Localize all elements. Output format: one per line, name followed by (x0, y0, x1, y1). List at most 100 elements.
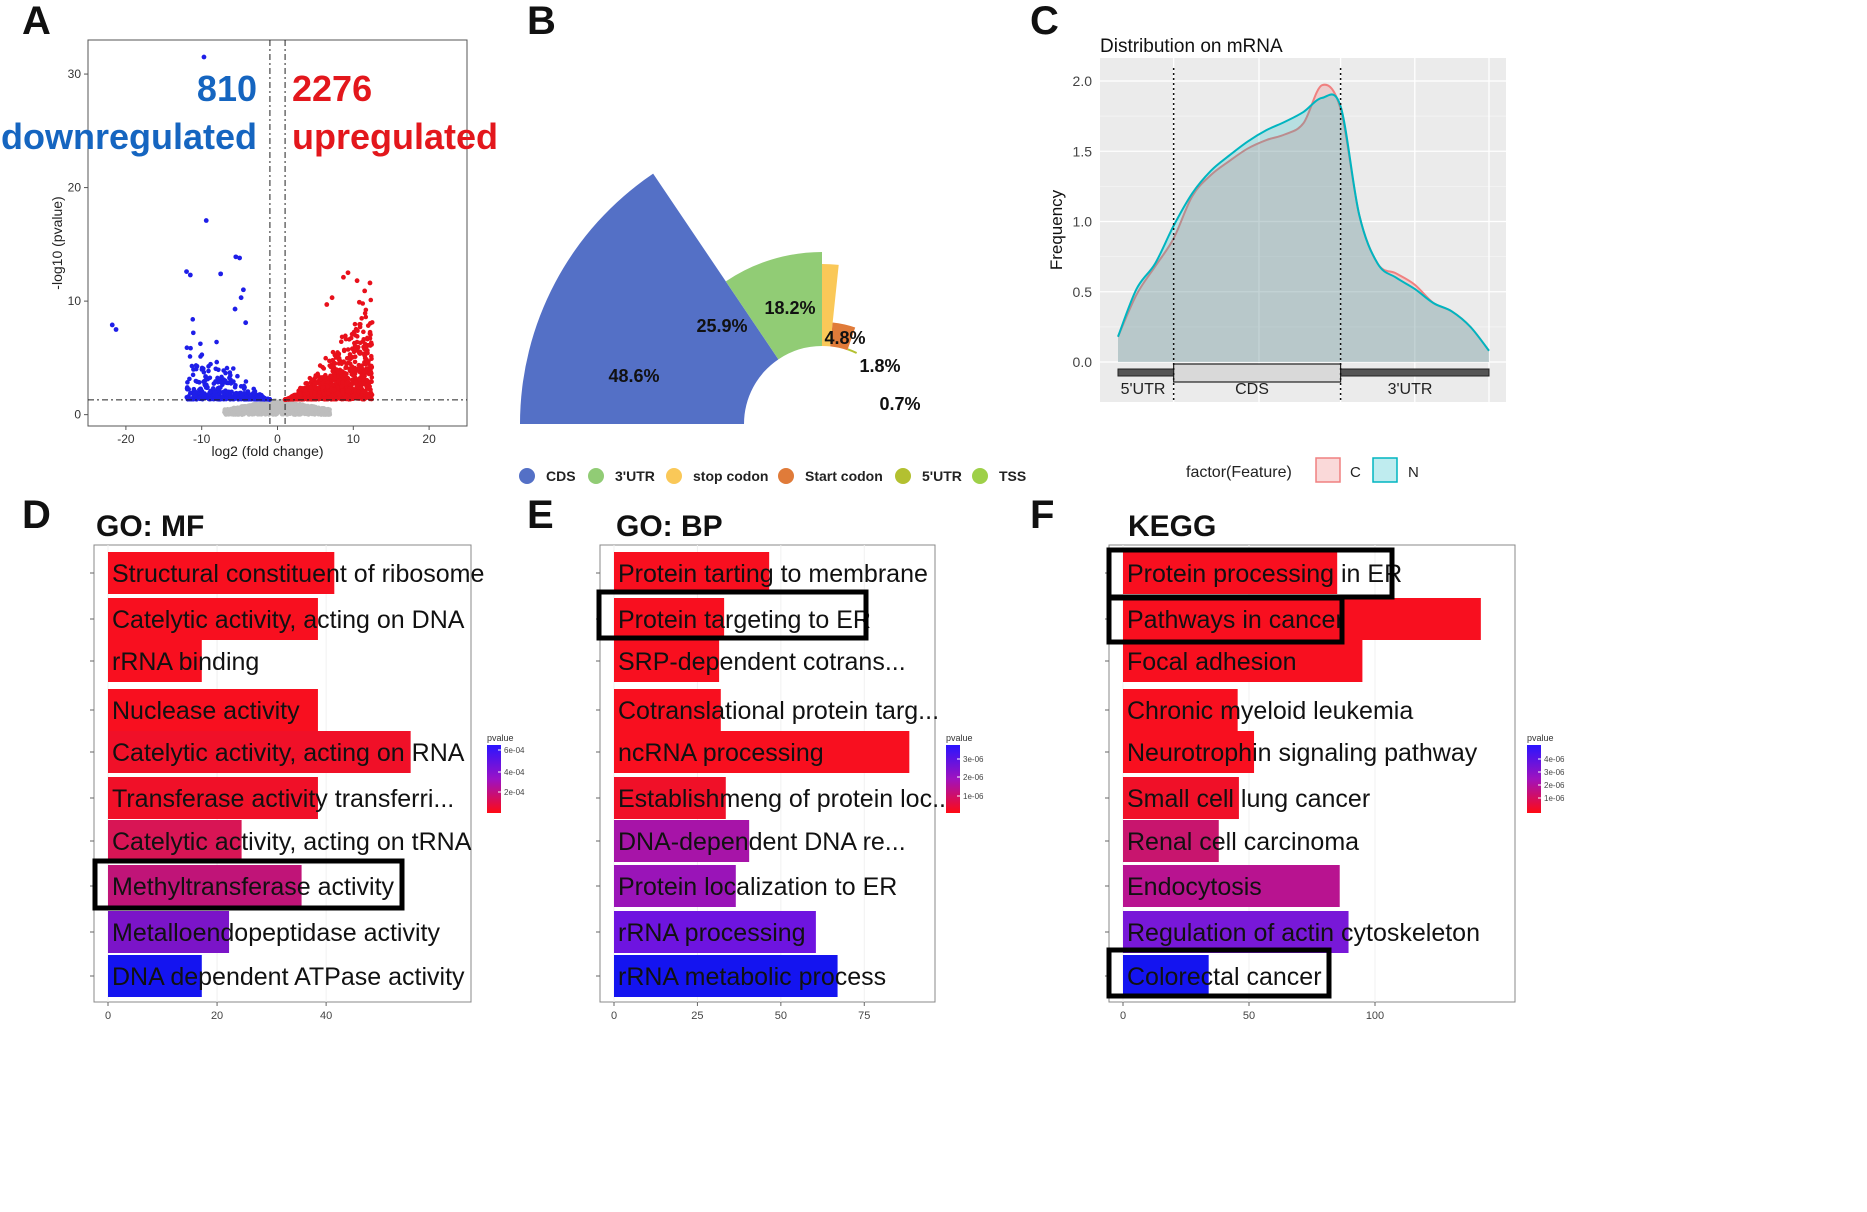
ns-point (324, 409, 329, 414)
up-point (345, 379, 351, 385)
down-point (184, 386, 190, 391)
colorbar-title: pvalue (487, 733, 514, 743)
bar-label: Methyltransferase activity (112, 873, 395, 901)
up-point (338, 339, 344, 345)
down-point (231, 366, 236, 371)
down-point (231, 396, 237, 402)
up-point (348, 335, 354, 341)
up-point (363, 344, 369, 350)
panel-letter-D: D (22, 493, 51, 537)
ns-point (314, 410, 320, 415)
up-point (369, 393, 374, 398)
bar-label: Metalloendopeptidase activity (112, 919, 440, 947)
pie-slice-stop codon (822, 264, 839, 347)
ns-point (285, 406, 291, 411)
bar (614, 689, 721, 731)
bar-label: Chronic myeloid leukemia (1127, 697, 1413, 725)
colorbar-tick-label: 6e-04 (504, 746, 525, 755)
region-label: 3'UTR (1388, 381, 1433, 398)
up-point (348, 356, 353, 362)
x-tick-label: 25 (691, 1010, 703, 1022)
up-point (341, 348, 347, 354)
ns-point (321, 406, 326, 411)
upregulated-outlier (341, 274, 346, 280)
panel-letter-E: E (527, 493, 554, 537)
down-point (203, 374, 208, 379)
colorbar-tick-label: 1e-06 (1544, 794, 1565, 803)
up-point (358, 321, 363, 327)
down-point (196, 395, 202, 401)
down-point (211, 381, 217, 386)
pie-label: 0.7% (879, 394, 920, 414)
pie-label: 1.8% (859, 356, 900, 376)
up-point (335, 390, 341, 396)
up-point (361, 389, 367, 395)
upregulated-outlier (324, 302, 330, 307)
ns-point (289, 409, 294, 415)
y-tick-label: 2.0 (1073, 73, 1093, 89)
highlight-box (92, 858, 405, 911)
down-point (216, 367, 221, 373)
up-point (358, 340, 363, 346)
bar (108, 865, 302, 907)
down-point (194, 379, 200, 384)
colorbar-tick-label: 2e-06 (963, 773, 984, 782)
bar-label: Protein localization to ER (618, 873, 897, 901)
up-point (356, 389, 361, 395)
ns-point (255, 407, 260, 412)
bar (108, 820, 242, 862)
up-point (352, 343, 358, 349)
colorbar-title: pvalue (946, 733, 973, 743)
up-point (361, 381, 366, 387)
panel-letter-A: A (22, 0, 51, 43)
bar-label: Protein processing in ER (1127, 560, 1402, 588)
down-point (208, 396, 214, 402)
downregulated-outlier (240, 287, 246, 293)
up-point (303, 381, 308, 386)
bar (1123, 865, 1340, 907)
down-point (191, 367, 196, 372)
down-point (219, 395, 225, 401)
bar-label: Catelytic activity, acting on DNA (112, 606, 465, 634)
legend-dot (588, 468, 604, 484)
legend-key-N (1372, 457, 1398, 483)
up-point (323, 355, 328, 361)
down-point (198, 341, 203, 347)
legend-label: TSS (999, 468, 1026, 484)
density-line-C (1117, 83, 1490, 352)
bar-label: SRP-dependent cotrans... (618, 648, 906, 676)
downregulated-outlier (243, 320, 249, 326)
bar-label: DNA-dependent DNA re... (618, 828, 906, 856)
colorbar (487, 745, 501, 813)
up-point (368, 364, 373, 369)
x-tick-label: 0 (1120, 1010, 1126, 1022)
panel-letter-F: F (1030, 493, 1054, 537)
down-point (214, 339, 219, 345)
up-point (295, 394, 300, 400)
down-point (191, 330, 196, 336)
x-axis-label: log2 (fold change) (211, 443, 323, 459)
upregulated-outlier (362, 288, 368, 294)
bar (1123, 955, 1209, 997)
density-chart: 0.0 0.5 1.0 1.5 2.0 Distribution on mRNA Frequ… (1047, 36, 1506, 483)
down-point (206, 364, 211, 369)
colorbar-tick-label: 4e-04 (504, 768, 525, 777)
y-tick-label: 1.0 (1073, 214, 1093, 230)
down-point (234, 390, 239, 396)
up-point (330, 366, 336, 371)
y-tick-label: 0.0 (1073, 354, 1093, 370)
ns-point (262, 405, 267, 411)
down-point (224, 389, 229, 395)
y-axis-label: -log10 (pvalue) (49, 196, 65, 289)
up-point (315, 371, 320, 377)
up-point (363, 314, 369, 320)
down-point (252, 389, 258, 394)
up-point (361, 337, 367, 342)
up-point (288, 395, 294, 400)
down-point (227, 375, 232, 381)
y-axis-label: Frequency (1047, 189, 1066, 270)
down-point (231, 379, 236, 384)
down-point (206, 368, 211, 374)
bar-label: rRNA binding (112, 648, 259, 676)
